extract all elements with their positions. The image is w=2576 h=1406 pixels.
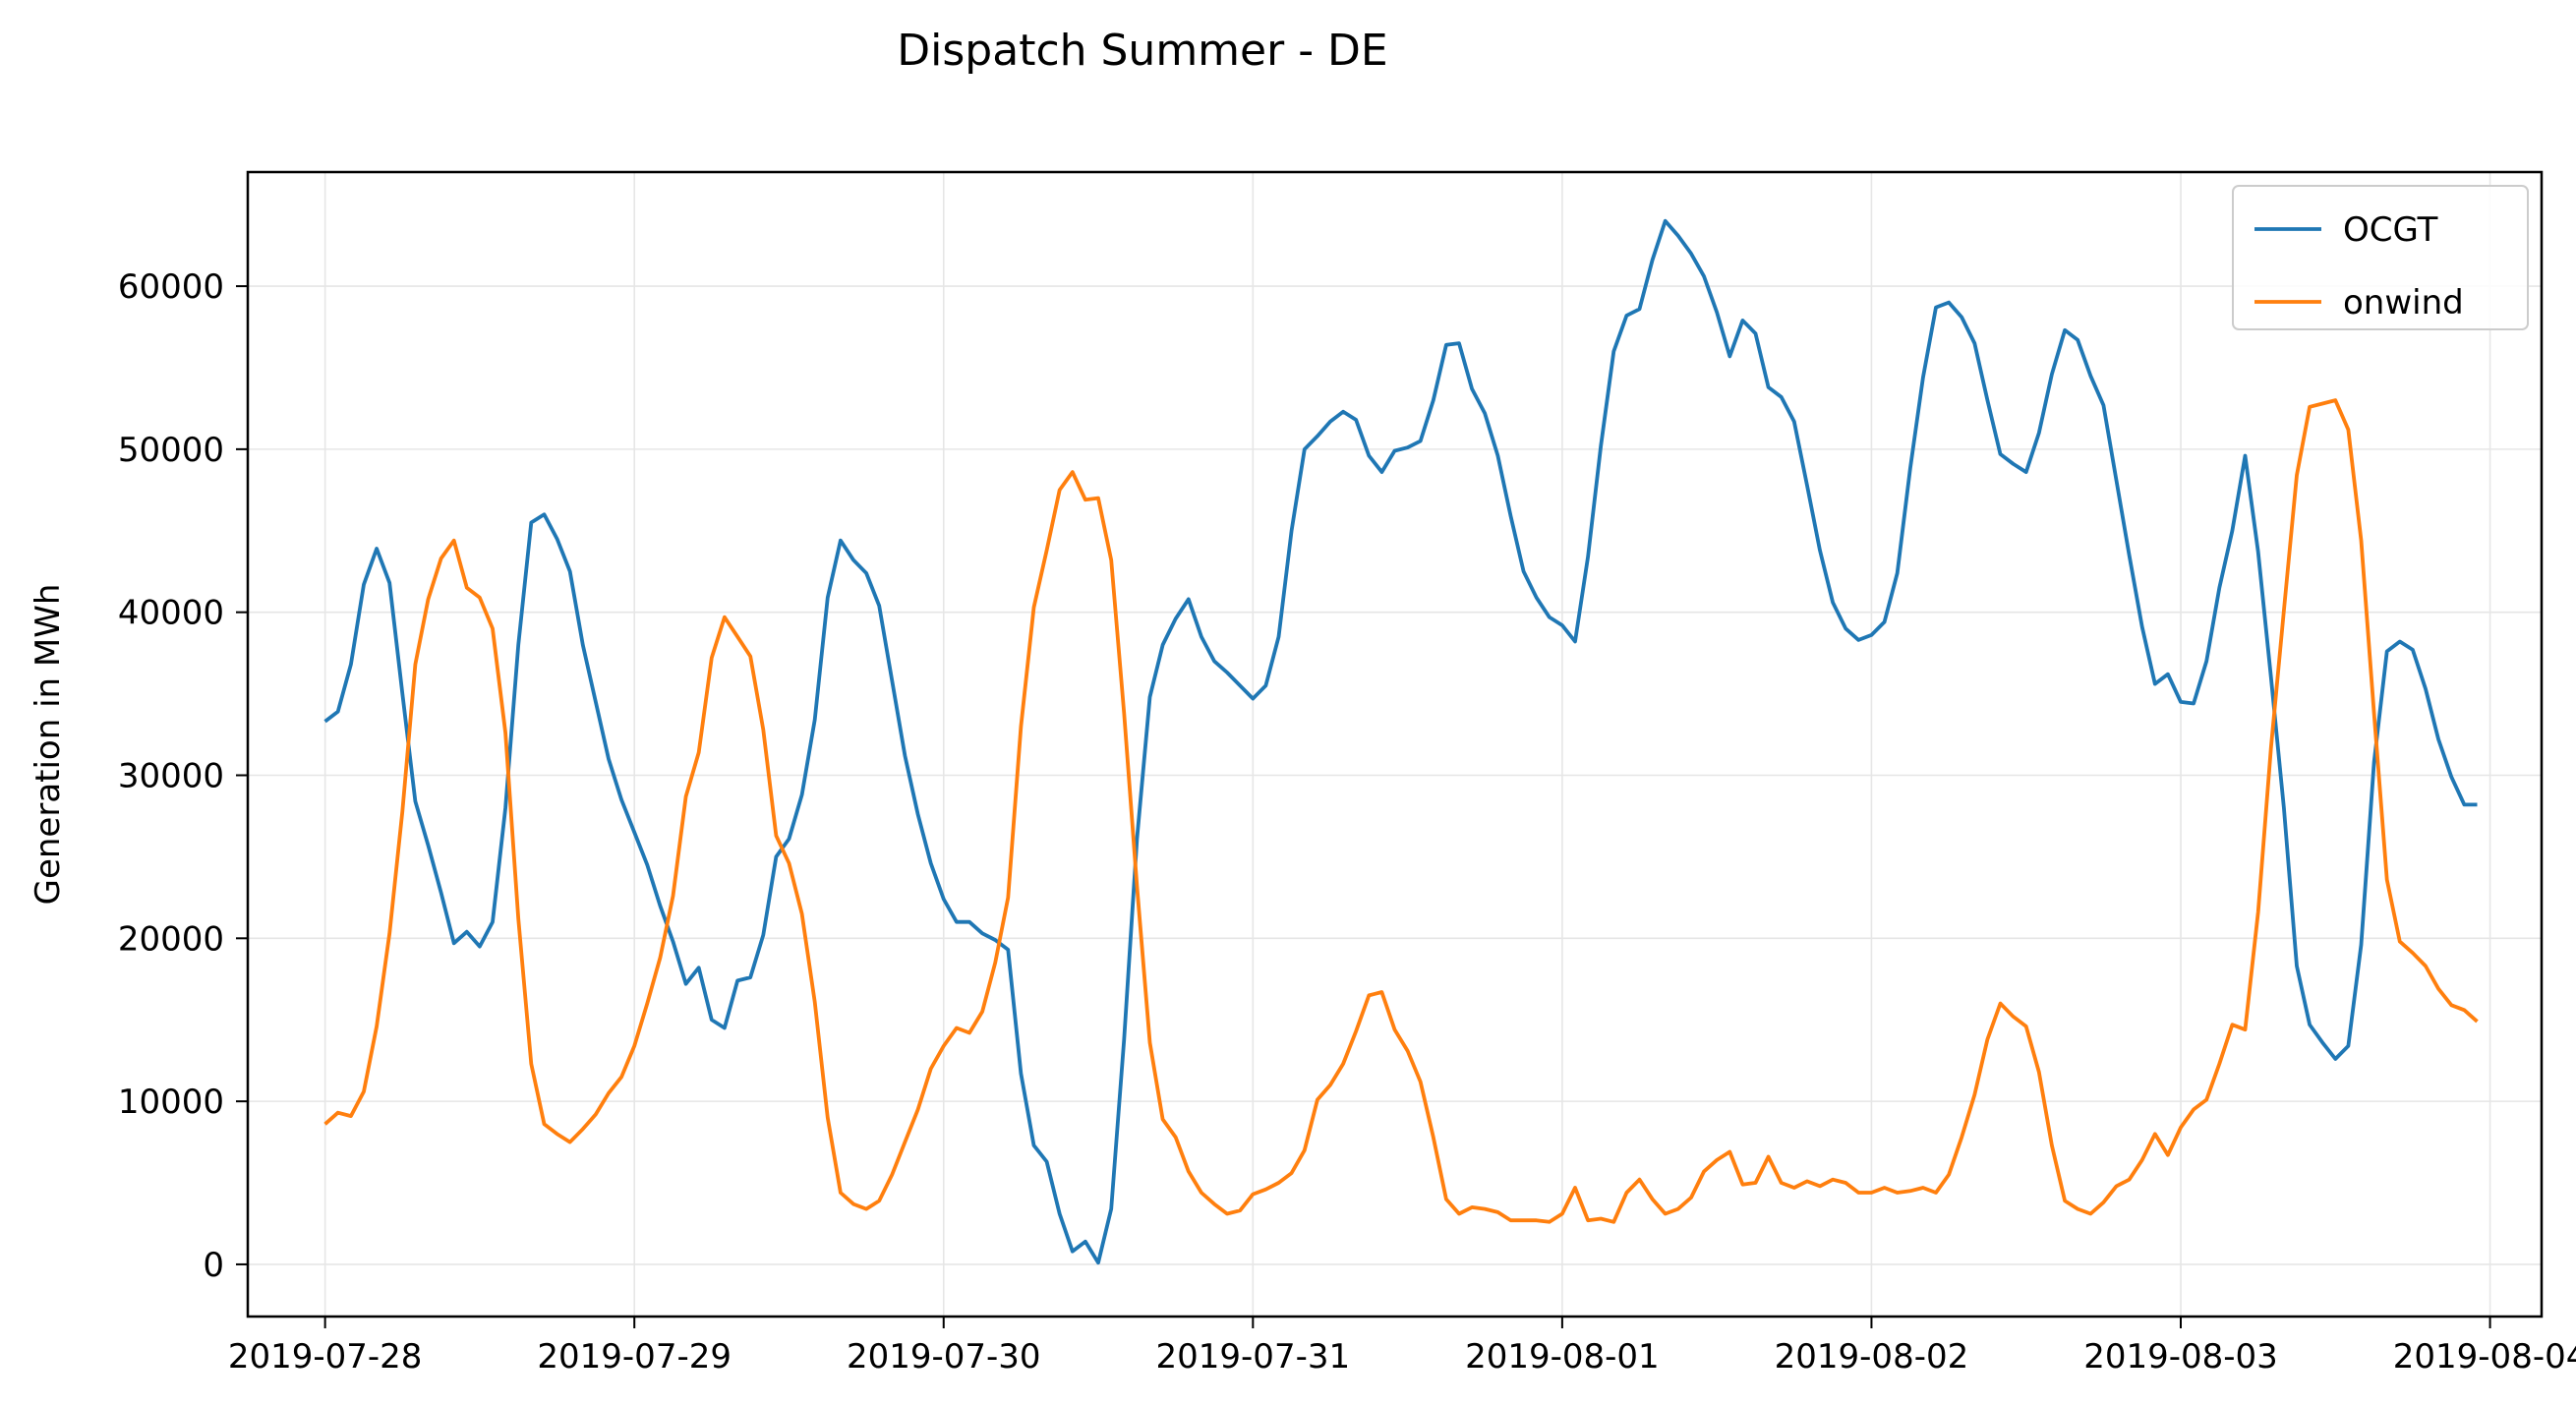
series-lines [323,218,2479,1265]
y-tick-label: 0 [203,1246,224,1285]
x-tick-label: 2019-07-31 [1156,1337,1351,1377]
legend-label: OCGT [2343,210,2438,250]
x-axis: 2019-07-28 2019-07-29 2019-07-30 2019-07-31… [228,1317,2576,1377]
x-tick-label: 2019-08-03 [2083,1337,2278,1377]
y-axis-label: Generation in MWh [29,584,68,906]
plot-frame [246,170,2544,1318]
y-tick-label: 20000 [118,919,224,959]
x-tick-label: 2019-08-01 [1465,1337,1660,1377]
series-line-onwind [323,398,2479,1224]
x-tick-label: 2019-07-30 [847,1337,1041,1377]
series-line-ocgt [323,218,2478,1265]
y-tick-label: 50000 [118,431,224,470]
y-axis: 0 10000 20000 30000 40000 50000 60000 [118,267,248,1285]
y-tick-label: 40000 [118,594,224,633]
y-tick-label: 60000 [118,267,224,307]
x-tick-label: 2019-07-28 [228,1337,423,1377]
x-tick-label: 2019-08-02 [1775,1337,1969,1377]
legend-label: onwind [2343,283,2464,322]
x-tick-label: 2019-07-29 [537,1337,732,1377]
x-tick-label: 2019-08-04 [2393,1337,2576,1377]
y-tick-label: 30000 [118,757,224,796]
legend-box [2232,185,2529,330]
y-tick-label: 10000 [118,1083,224,1122]
gridlines [248,172,2542,1317]
legend: OCGT onwind [2232,185,2529,330]
chart-title: Dispatch Summer - DE [897,26,1387,76]
